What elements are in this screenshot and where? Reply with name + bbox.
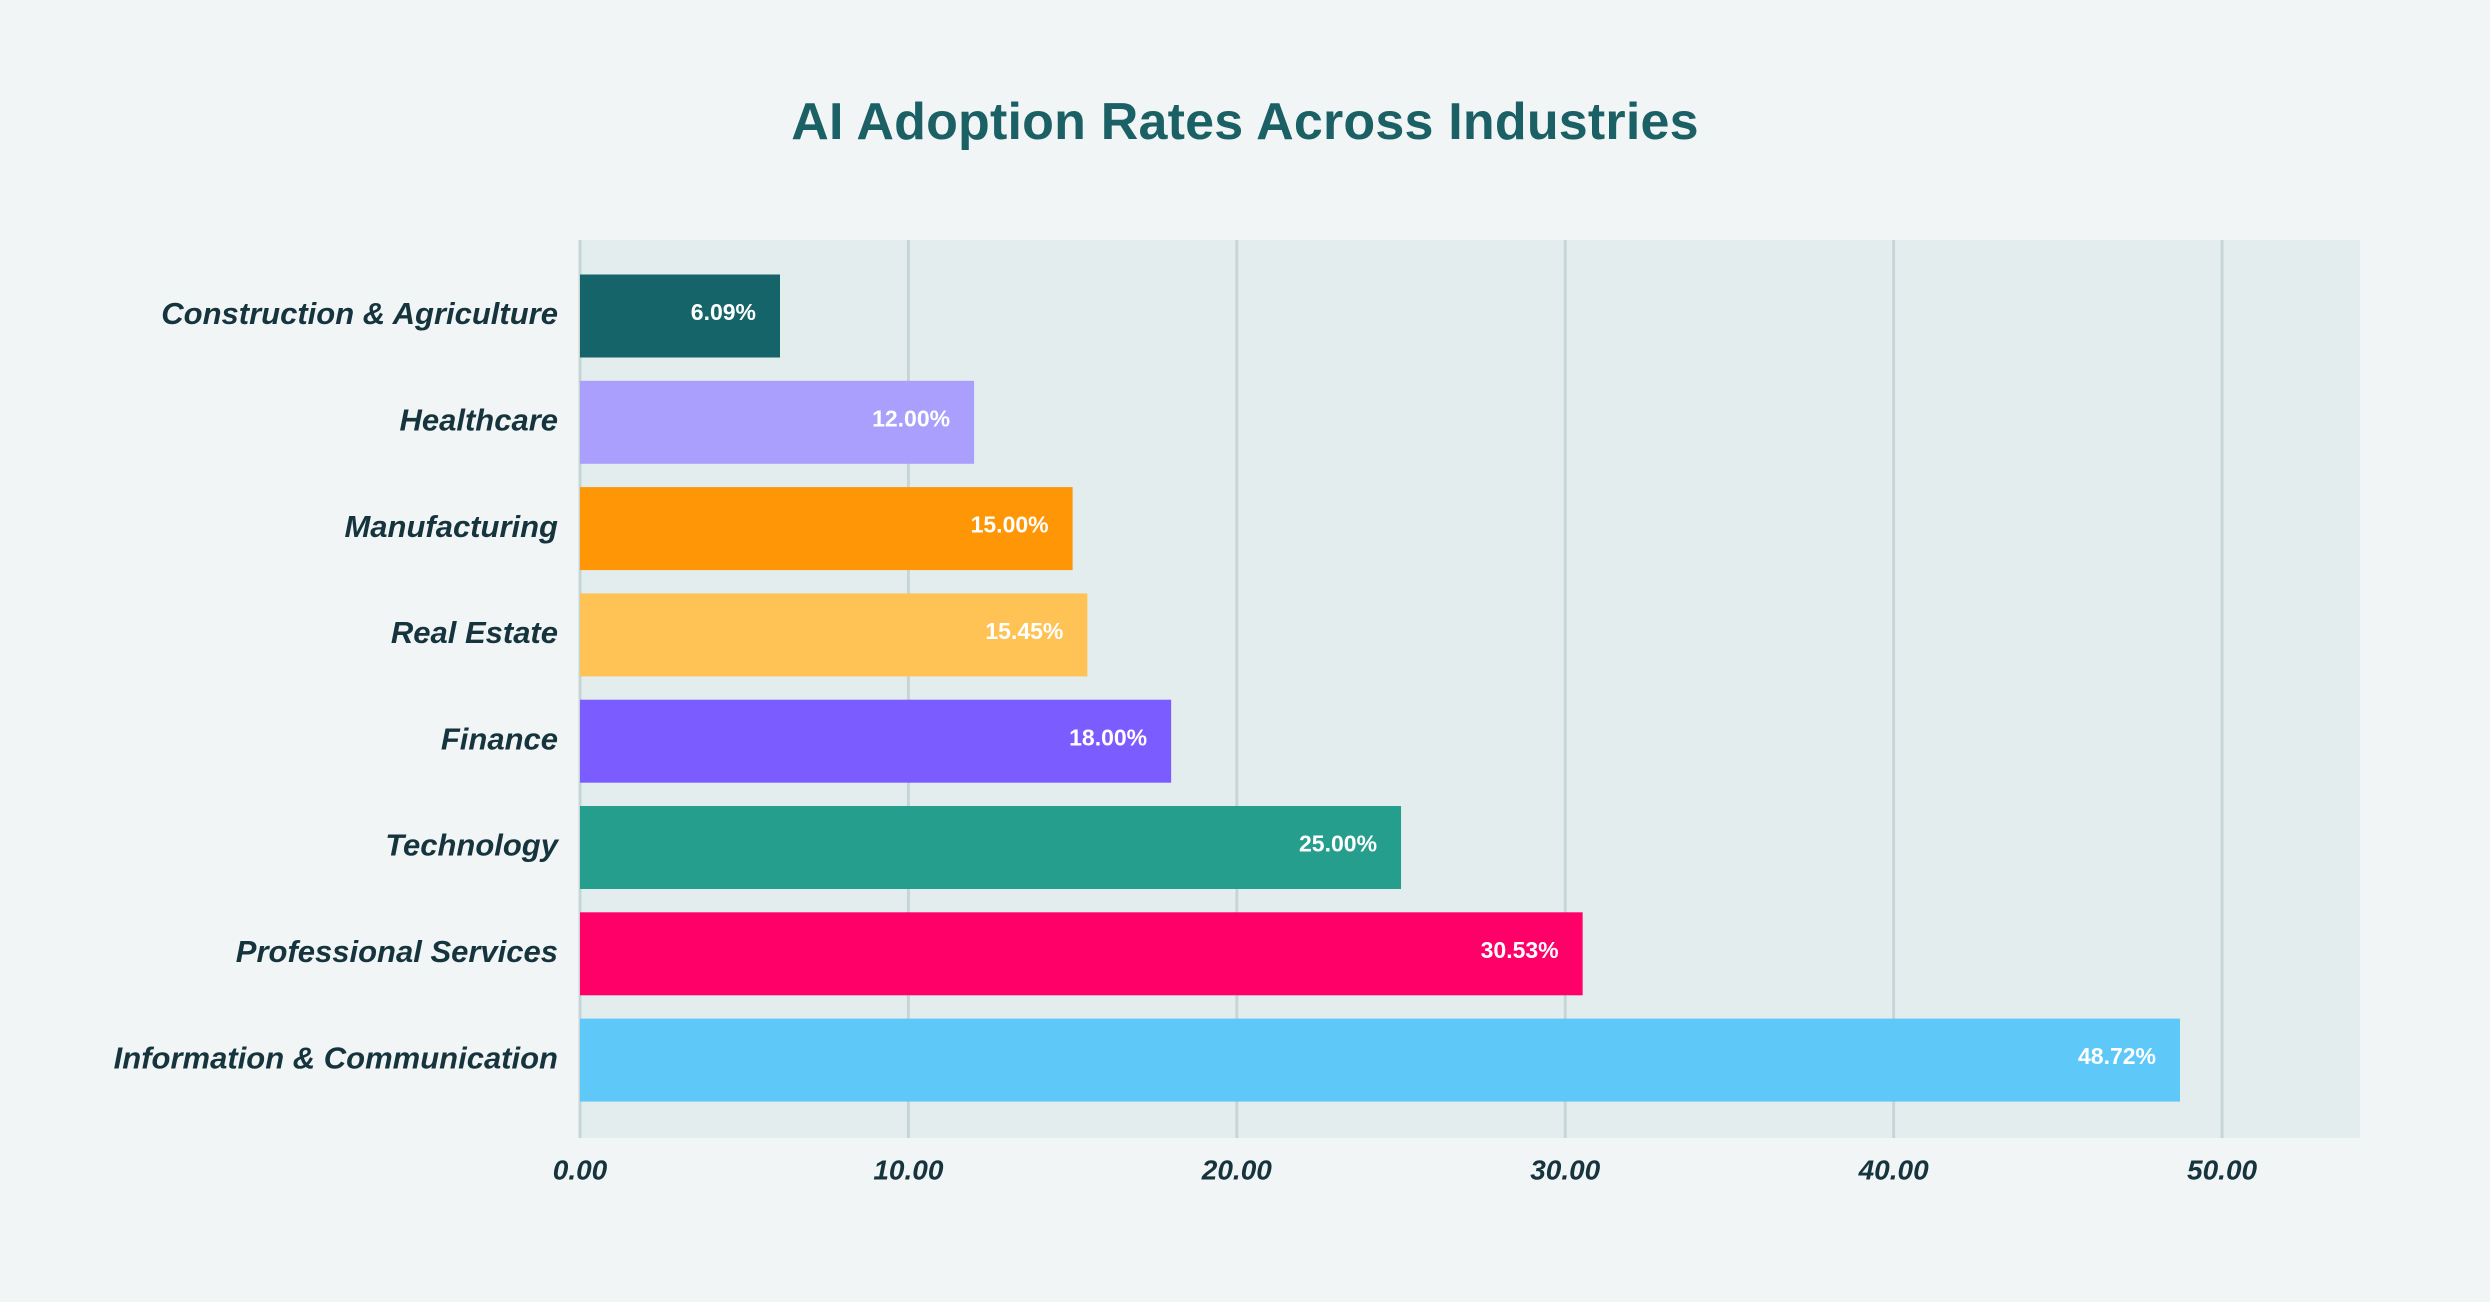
category-label: Professional Services xyxy=(236,934,558,969)
data-label: 18.00% xyxy=(1069,724,1147,750)
category-label: Real Estate xyxy=(391,615,558,650)
chart-title: AI Adoption Rates Across Industries xyxy=(791,93,1699,151)
data-label: 15.45% xyxy=(985,618,1063,644)
data-label: 48.72% xyxy=(2078,1043,2156,1069)
x-tick-label: 30.00 xyxy=(1530,1154,1600,1185)
data-label: 30.53% xyxy=(1481,937,1559,963)
data-label: 15.00% xyxy=(971,512,1049,538)
bar xyxy=(580,380,975,464)
category-label: Construction & Agriculture xyxy=(161,296,558,331)
data-label: 6.09% xyxy=(691,299,756,325)
category-label: Information & Communication xyxy=(114,1040,558,1075)
category-label: Finance xyxy=(441,721,558,756)
x-tick-label: 40.00 xyxy=(1858,1154,1929,1185)
x-tick-label: 20.00 xyxy=(1201,1154,1272,1185)
category-label: Manufacturing xyxy=(344,509,558,544)
x-tick-label: 50.00 xyxy=(2187,1154,2257,1185)
plot-area xyxy=(580,240,2360,1138)
x-tick-label: 0.00 xyxy=(553,1154,608,1185)
category-labels: Construction & Agriculture Healthcare Manu… xyxy=(114,296,560,1075)
data-label: 12.00% xyxy=(872,405,950,431)
bars xyxy=(580,274,2181,1102)
bar xyxy=(580,274,781,358)
bar xyxy=(580,912,1583,996)
bar xyxy=(580,593,1088,677)
bar xyxy=(580,487,1073,571)
bar xyxy=(580,1018,2181,1102)
x-tick-label: 10.00 xyxy=(873,1154,943,1185)
bar xyxy=(580,699,1172,783)
data-labels: 6.09% 12.00% 15.00% 15.45% 18.00% 25.00% 30.53… xyxy=(691,299,2156,1069)
bar xyxy=(580,806,1402,889)
category-label: Healthcare xyxy=(399,402,558,437)
x-axis-tick-labels: 0.00 10.00 20.00 30.00 40.00 50.00 xyxy=(553,1154,2258,1185)
category-label: Technology xyxy=(385,828,560,863)
data-label: 25.00% xyxy=(1299,831,1377,857)
